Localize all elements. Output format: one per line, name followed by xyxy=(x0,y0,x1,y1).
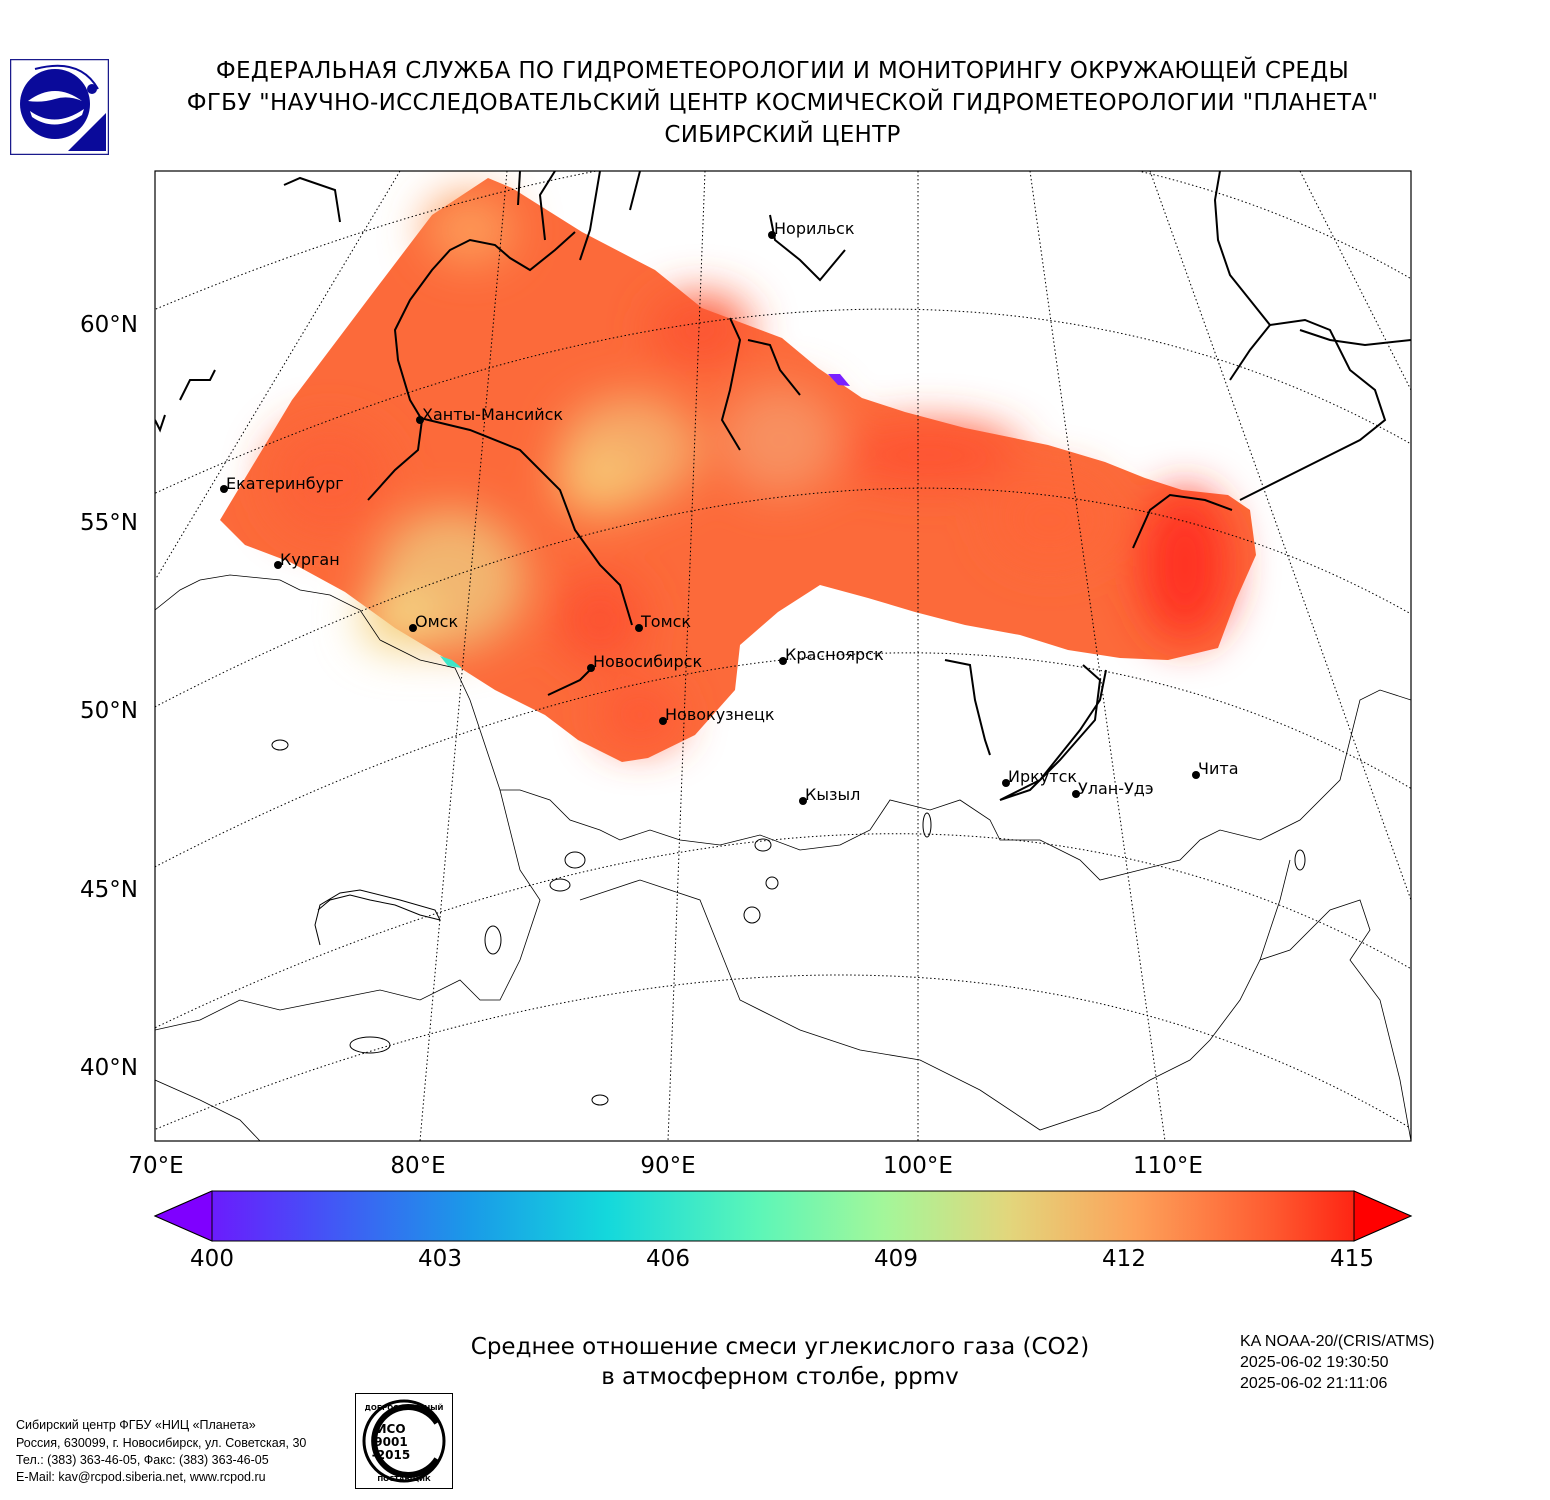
city-label-ulan-ude: Улан-Удэ xyxy=(1078,779,1154,798)
org-line-2: Россия, 630099, г. Новосибирск, ул. Сове… xyxy=(16,1436,307,1450)
city-label-ekaterinburg: Екатеринбург xyxy=(226,474,344,493)
city-label-kurgan: Курган xyxy=(280,550,340,569)
city-label-khanty-mansiysk: Ханты-Мансийск xyxy=(422,405,563,424)
colorbar-tick-412: 412 xyxy=(1102,1246,1146,1272)
borders xyxy=(155,574,1411,1141)
colorbar xyxy=(153,1190,1413,1242)
lon-label-110: 110°E xyxy=(1133,1153,1203,1179)
city-label-novokuznetsk: Новокузнецк xyxy=(665,705,775,724)
city-markers xyxy=(220,231,1200,805)
lat-label-45: 45°N xyxy=(80,877,138,903)
city-label-krasnoyarsk: Красноярск xyxy=(785,645,884,664)
lon-label-70: 70°E xyxy=(128,1153,184,1179)
lon-label-100: 100°E xyxy=(883,1153,953,1179)
colorbar-tick-415: 415 xyxy=(1330,1246,1374,1272)
header-line-2: ФГБУ "НАУЧНО-ИССЛЕДОВАТЕЛЬСКИЙ ЦЕНТР КОС… xyxy=(186,90,1379,116)
city-label-chita: Чита xyxy=(1198,759,1239,778)
colorbar-tick-400: 400 xyxy=(190,1246,234,1272)
org-line-1: Сибирский центр ФГБУ «НИЦ «Планета» xyxy=(16,1418,256,1432)
graticule xyxy=(155,171,1411,1141)
colorbar-tick-409: 409 xyxy=(874,1246,918,1272)
lat-label-40: 40°N xyxy=(80,1055,138,1081)
iso-l1: ИСО xyxy=(376,1422,405,1436)
header-line-3: СИБИРСКИЙ ЦЕНТР xyxy=(664,122,901,148)
lon-label-80: 80°E xyxy=(390,1153,446,1179)
city-label-kyzyl: Кызыл xyxy=(805,785,860,804)
org-line-3: Тел.: (383) 363-46-05, Факс: (383) 363-4… xyxy=(16,1453,269,1467)
iso-l3: -2015 xyxy=(372,1448,410,1462)
co2-data-swath xyxy=(220,178,1256,762)
map-area xyxy=(155,171,1411,1141)
iso-top-text: ДОБРОСОВЕСТНЫЙ xyxy=(365,1403,444,1412)
caption-line-1: Среднее отношение смеси углекислого газа… xyxy=(470,1334,1090,1360)
city-labels: Норильск Ханты-Мансийск Екатеринбург Кур… xyxy=(226,219,1239,804)
city-label-omsk: Омск xyxy=(415,612,458,631)
lakes xyxy=(271,739,1306,1106)
city-label-irkutsk: Иркутск xyxy=(1008,767,1077,786)
lon-label-90: 90°E xyxy=(640,1153,696,1179)
lat-label-50: 50°N xyxy=(80,698,138,724)
city-label-novosibirsk: Новосибирск xyxy=(593,652,702,671)
roshydromet-logo-icon xyxy=(10,59,109,155)
iso-l2: 9001 xyxy=(374,1435,407,1449)
rivers xyxy=(155,171,1411,801)
satellite-name: KA NOAA-20/(CRIS/ATMS) xyxy=(1240,1333,1435,1350)
iso-9001-badge-icon: ДОБРОСОВЕСТНЫЙ ИСО 9001 -2015 ПОСТАВЩИК xyxy=(355,1393,453,1489)
city-label-norilsk: Норильск xyxy=(774,219,855,238)
iso-bottom-text: ПОСТАВЩИК xyxy=(377,1475,431,1483)
map-frame xyxy=(154,170,1412,1142)
colorbar-high-extension xyxy=(1353,1190,1413,1242)
colorbar-tick-403: 403 xyxy=(418,1246,462,1272)
city-label-tomsk: Томск xyxy=(640,612,691,631)
colorbar-gradient xyxy=(153,1190,1413,1242)
satellite-time-start: 2025-06-02 19:30:50 xyxy=(1240,1354,1389,1371)
colorbar-tick-406: 406 xyxy=(646,1246,690,1272)
caption-line-2: в атмосферном столбе, ppmv xyxy=(601,1364,959,1390)
satellite-time-end: 2025-06-02 21:11:06 xyxy=(1240,1375,1388,1392)
colorbar-low-extension xyxy=(153,1190,213,1242)
header-line-1: ФЕДЕРАЛЬНАЯ СЛУЖБА ПО ГИДРОМЕТЕОРОЛОГИИ … xyxy=(215,58,1350,84)
lat-label-60: 60°N xyxy=(80,312,138,338)
lat-label-55: 55°N xyxy=(80,510,138,536)
org-line-4: E-Mail: kav@rcpod.siberia.net, www.rcpod… xyxy=(16,1470,266,1484)
